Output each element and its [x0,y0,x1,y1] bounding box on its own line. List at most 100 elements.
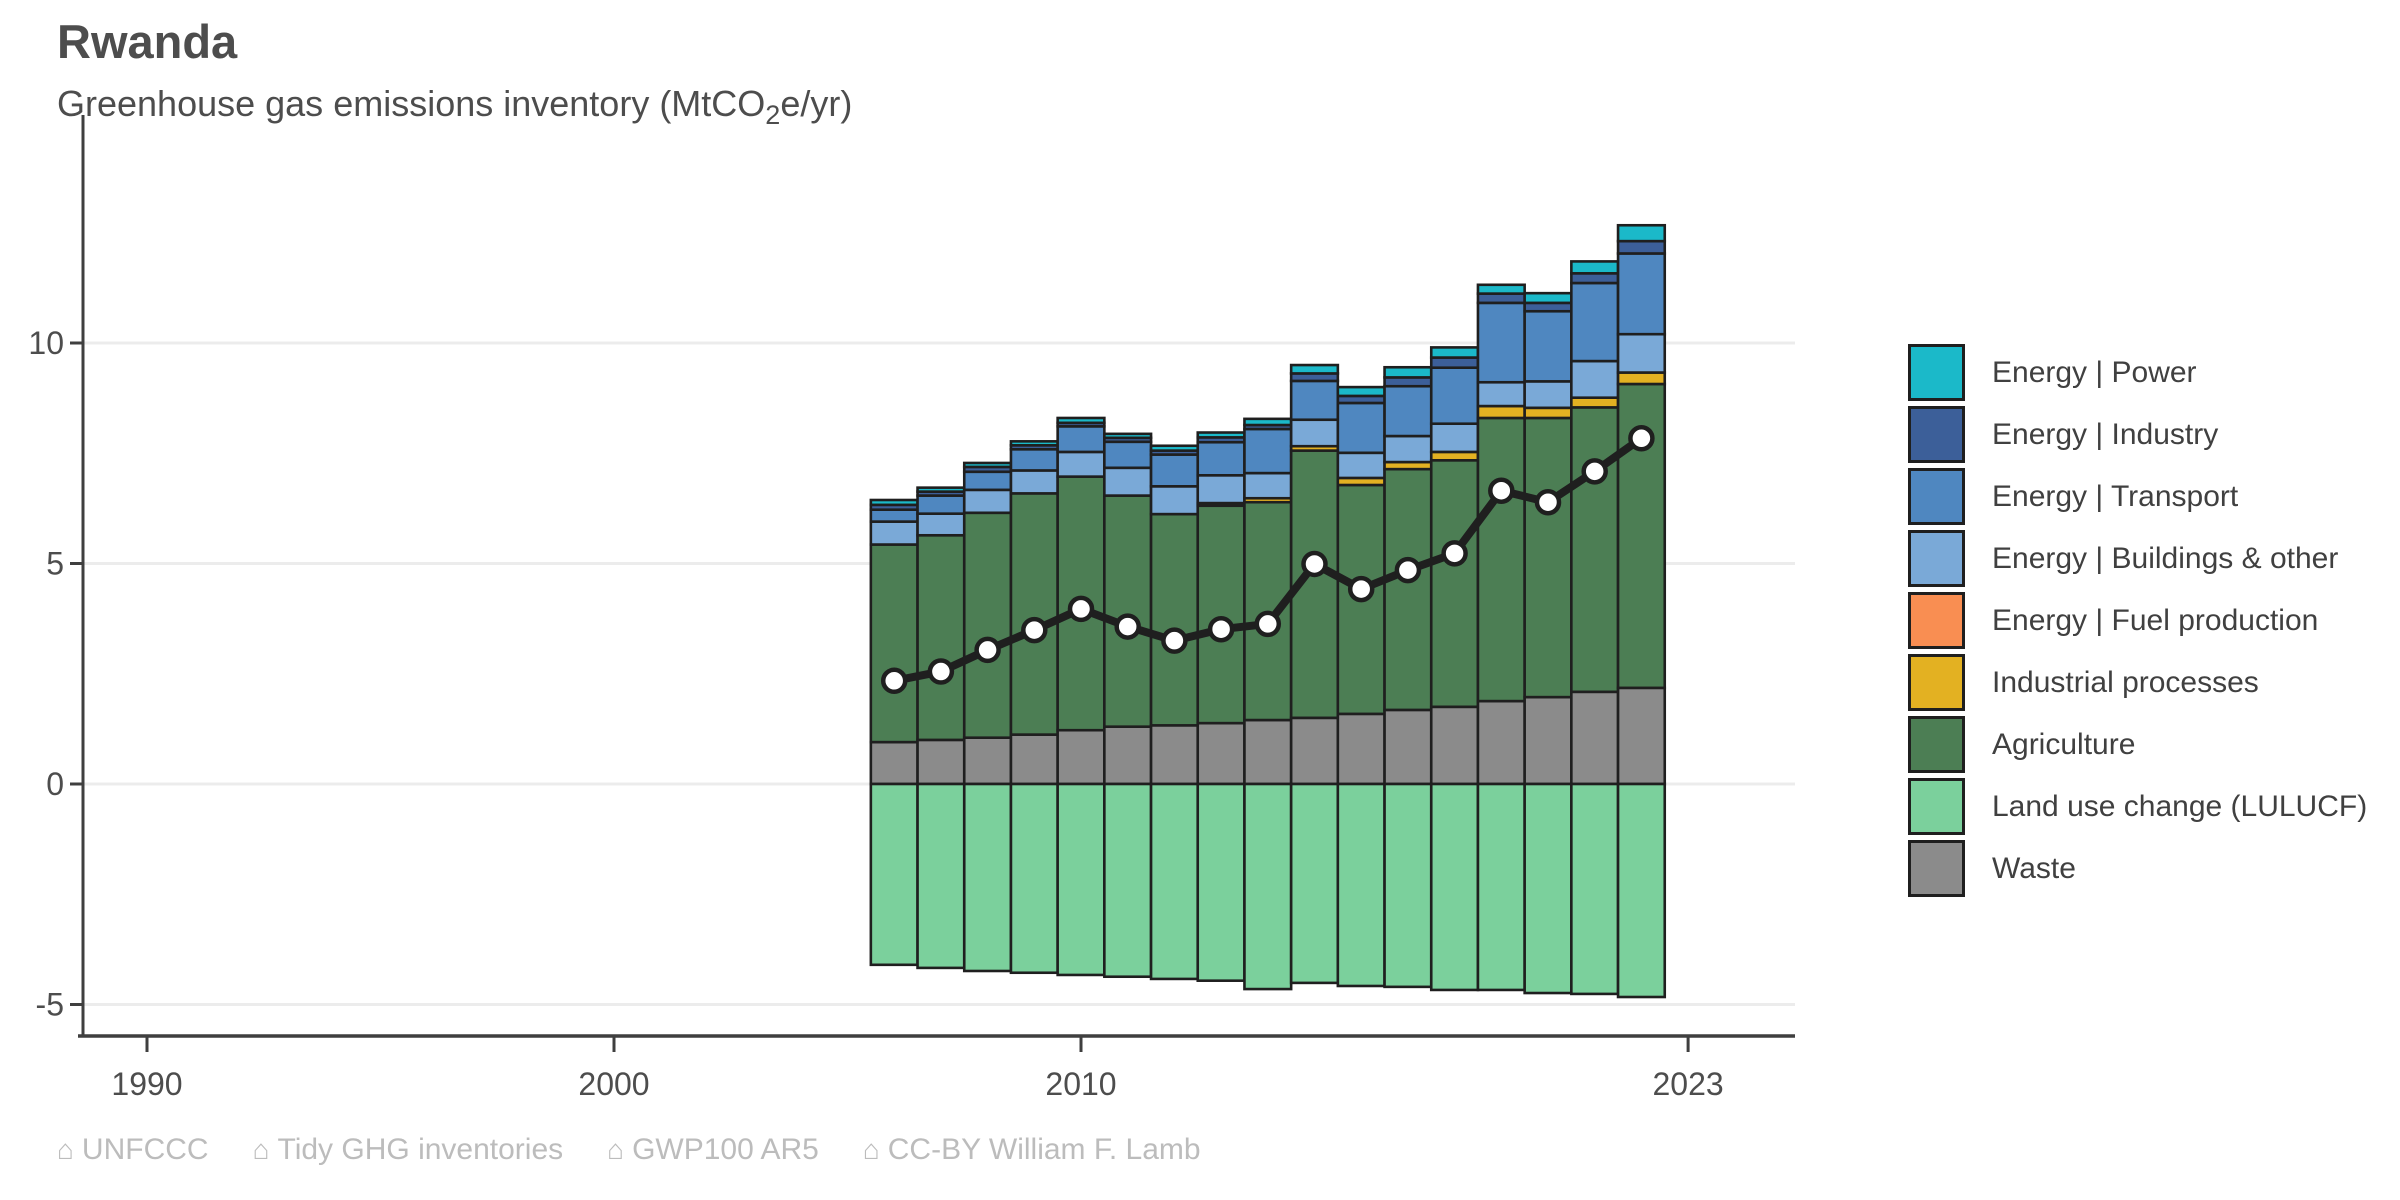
bar-segment [1523,782,1573,995]
y-tick-label: 10 [28,325,64,361]
bar-segment [1336,782,1386,988]
source-item: ⌂ UNFCCC [57,1133,209,1166]
net-total-marker [1581,458,1608,485]
bar-segment [1476,416,1526,703]
subtitle-text: Greenhouse gas emissions inventory (MtCO [57,83,766,124]
legend-item-label: Energy | Fuel production [1992,603,2319,637]
net-total-marker [974,636,1001,664]
bar-segment [1056,782,1106,977]
bar-segment [1616,223,1667,243]
subtitle-text-end: e/yr) [780,83,853,124]
bar-segment [1476,283,1526,295]
bar-segment [916,486,966,493]
bar-segment [1243,417,1293,427]
legend-item-label: Energy | Industry [1992,417,2219,451]
source-label: UNFCCC [81,1133,209,1166]
legend-item-label: Energy | Transport [1992,479,2239,513]
bar-segment [1429,422,1480,454]
bar-segment [1103,432,1153,440]
legend-item: Agriculture [1908,716,2367,773]
bar-segment [1243,782,1293,991]
legend-swatch [1908,716,1965,773]
net-total-marker [880,667,908,695]
bar-segment [1336,401,1386,455]
page-subtitle: Greenhouse gas emissions inventory (MtCO… [57,83,852,131]
legend-swatch [1908,344,1965,401]
bar-segment [916,512,966,537]
source-label: Tidy GHG inventories [277,1133,564,1166]
bar-segment [1196,504,1246,725]
source-item: ⌂ Tidy GHG inventories [253,1133,564,1166]
page-title: Rwanda [57,15,238,68]
house-icon: ⌂ [862,1134,880,1165]
bar-segment [1103,440,1153,470]
legend-item-label: Industrial processes [1992,665,2259,699]
bar-segment [916,494,966,515]
net-total-marker [927,658,955,685]
bar-segment [1383,376,1433,388]
bar-segment [1429,346,1480,359]
bar-segment [1570,690,1620,786]
bar-segment [1196,782,1246,982]
bar-segment [1289,363,1340,375]
source-item: ⌂ GWP100 AR5 [607,1133,819,1166]
bar-segment [962,736,1013,786]
net-total-marker [1628,425,1655,452]
bar-segment [962,511,1013,739]
legend-swatch [1908,530,1965,587]
bar-segment [1009,733,1059,786]
bar-segment [1289,418,1340,448]
bar-segment [1149,782,1200,981]
bar-segment [1149,724,1200,786]
bar-segment [1383,467,1433,712]
bar-segment [869,520,919,546]
bar-segment [869,782,919,967]
bar-segment [1616,686,1667,786]
bar-segment [1523,695,1573,786]
legend-item: Waste [1908,840,2367,897]
bar-segment [1103,494,1153,728]
bar-segment [1570,396,1620,409]
net-total-marker [1441,540,1468,567]
bar-segment [1056,450,1106,478]
bar-segment [1383,708,1433,786]
bar-segment [916,738,966,786]
bar-segment [1196,473,1246,505]
bar-segment [1336,712,1386,786]
source-item: ⌂ CC-BY William F. Lamb [863,1133,1201,1166]
bar-segment [1383,782,1433,989]
bar-segment [1616,332,1667,374]
bar-segment [1616,239,1667,255]
bar-segment [1570,406,1620,694]
bar-segment [1103,466,1153,497]
legend-item-label: Energy | Power [1992,355,2197,389]
bar-segment [1476,782,1526,992]
bar-segment [869,498,919,507]
bar-segment [1149,444,1200,452]
bar-segment [1383,365,1433,379]
y-tick-label: -5 [36,987,64,1023]
legend-swatch [1908,592,1965,649]
bar-segment [962,782,1013,973]
bar-segment [962,470,1013,492]
bar-segment [1336,451,1386,480]
header: Rwanda Greenhouse gas emissions inventor… [57,14,852,131]
source-label: GWP100 AR5 [632,1133,819,1166]
bar-segment [1429,366,1480,426]
bar-segment [1476,404,1526,420]
bar-segment [1009,492,1059,736]
subtitle-subscript: 2 [765,100,781,130]
bar-segment [1476,292,1526,305]
y-tick-label: 0 [46,766,64,802]
legend-swatch [1908,468,1965,525]
bar-segment [1149,485,1200,516]
bar-segment [1429,356,1480,369]
bar-segment [1570,359,1620,399]
bar-segment [1149,453,1200,488]
legend-swatch [1908,654,1965,711]
legend-item-label: Agriculture [1992,727,2136,761]
net-total-marker [1161,627,1188,654]
bar-segment [1616,782,1667,999]
